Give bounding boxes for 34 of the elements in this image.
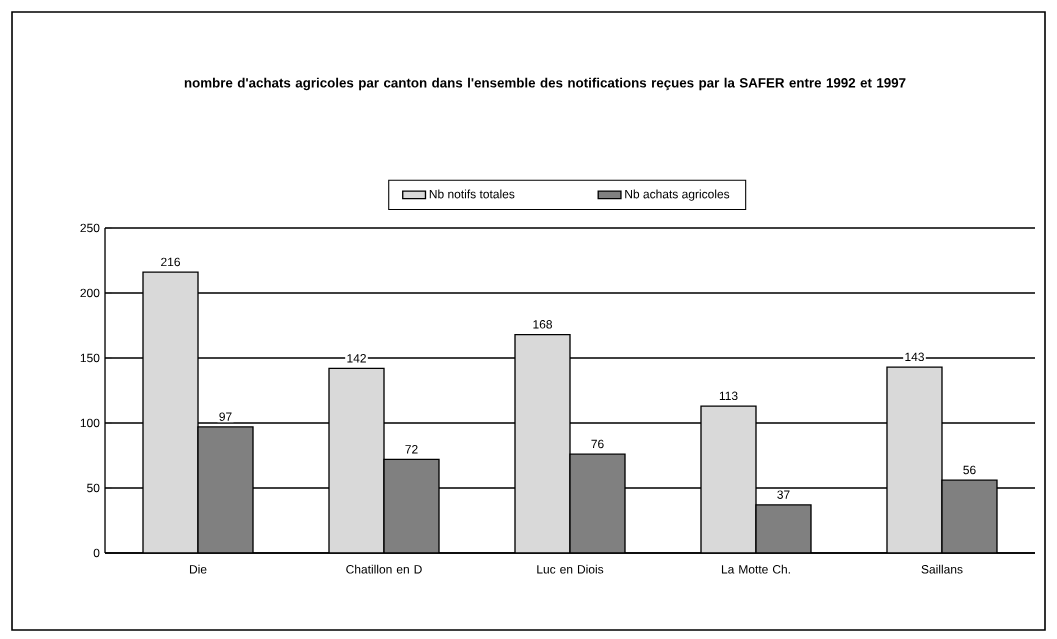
data-label: 143 bbox=[905, 352, 924, 362]
bar bbox=[755, 504, 812, 553]
y-tick-label: 100 bbox=[80, 418, 100, 428]
y-tick-label: 250 bbox=[80, 223, 100, 233]
bar bbox=[569, 453, 626, 553]
data-label: 168 bbox=[533, 320, 552, 329]
bar bbox=[197, 426, 254, 553]
x-tick-label: Die bbox=[189, 564, 207, 574]
y-tick-label: 200 bbox=[80, 288, 100, 298]
x-tick-label: Saillans bbox=[921, 564, 963, 574]
bar bbox=[886, 366, 943, 553]
bar bbox=[142, 271, 199, 553]
data-label: 97 bbox=[219, 412, 232, 421]
chart-title: nombre d'achats agricoles par canton dans l'ensemble des notifications reçues par la SAFER entre 1992 et 1997 bbox=[184, 77, 906, 91]
y-tick-label: 150 bbox=[80, 353, 100, 363]
x-tick-label: Chatillon en D bbox=[346, 564, 422, 574]
bar bbox=[514, 333, 571, 553]
data-label: 37 bbox=[777, 490, 790, 499]
data-label: 216 bbox=[161, 257, 180, 267]
x-tick-label: Luc en Diois bbox=[537, 564, 604, 574]
data-label: 76 bbox=[591, 439, 604, 449]
x-tick-label: La Motte Ch. bbox=[721, 564, 790, 574]
legend-label: Nb notifs totales bbox=[429, 189, 515, 199]
bar bbox=[383, 458, 440, 553]
bar bbox=[328, 367, 385, 553]
data-label: 56 bbox=[963, 465, 976, 475]
legend-label: Nb achats agricoles bbox=[625, 189, 730, 201]
y-tick-label: 0 bbox=[93, 548, 100, 558]
bar bbox=[700, 405, 757, 553]
y-tick-label: 50 bbox=[87, 483, 100, 493]
data-label: 113 bbox=[719, 391, 738, 401]
data-label: 72 bbox=[405, 445, 418, 454]
bar bbox=[941, 479, 998, 553]
data-label: 142 bbox=[347, 354, 366, 363]
